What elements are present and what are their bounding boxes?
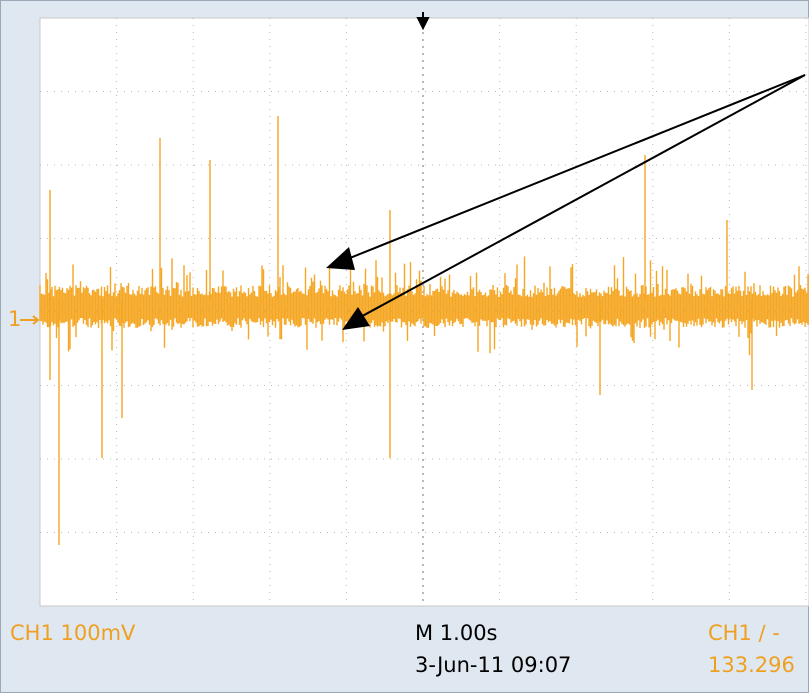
arrow <box>339 74 806 263</box>
trace-path <box>39 116 809 545</box>
frequency: 133.296 <box>708 653 795 677</box>
trigger-position-marker <box>416 12 430 31</box>
channel-scale: CH1 100mV <box>10 621 136 645</box>
annotation-arrows <box>326 74 806 330</box>
channel-marker: 1 <box>8 307 21 331</box>
arrow-head <box>342 307 370 330</box>
channel-marker-arrow <box>20 315 40 325</box>
timestamp: 3-Jun-11 09:07 <box>415 653 571 677</box>
arrow <box>354 74 806 321</box>
timebase: M 1.00s <box>415 621 498 645</box>
trigger-setting: CH1 ∕ - <box>708 621 780 645</box>
waveform <box>39 116 809 545</box>
arrow-head <box>326 247 355 270</box>
